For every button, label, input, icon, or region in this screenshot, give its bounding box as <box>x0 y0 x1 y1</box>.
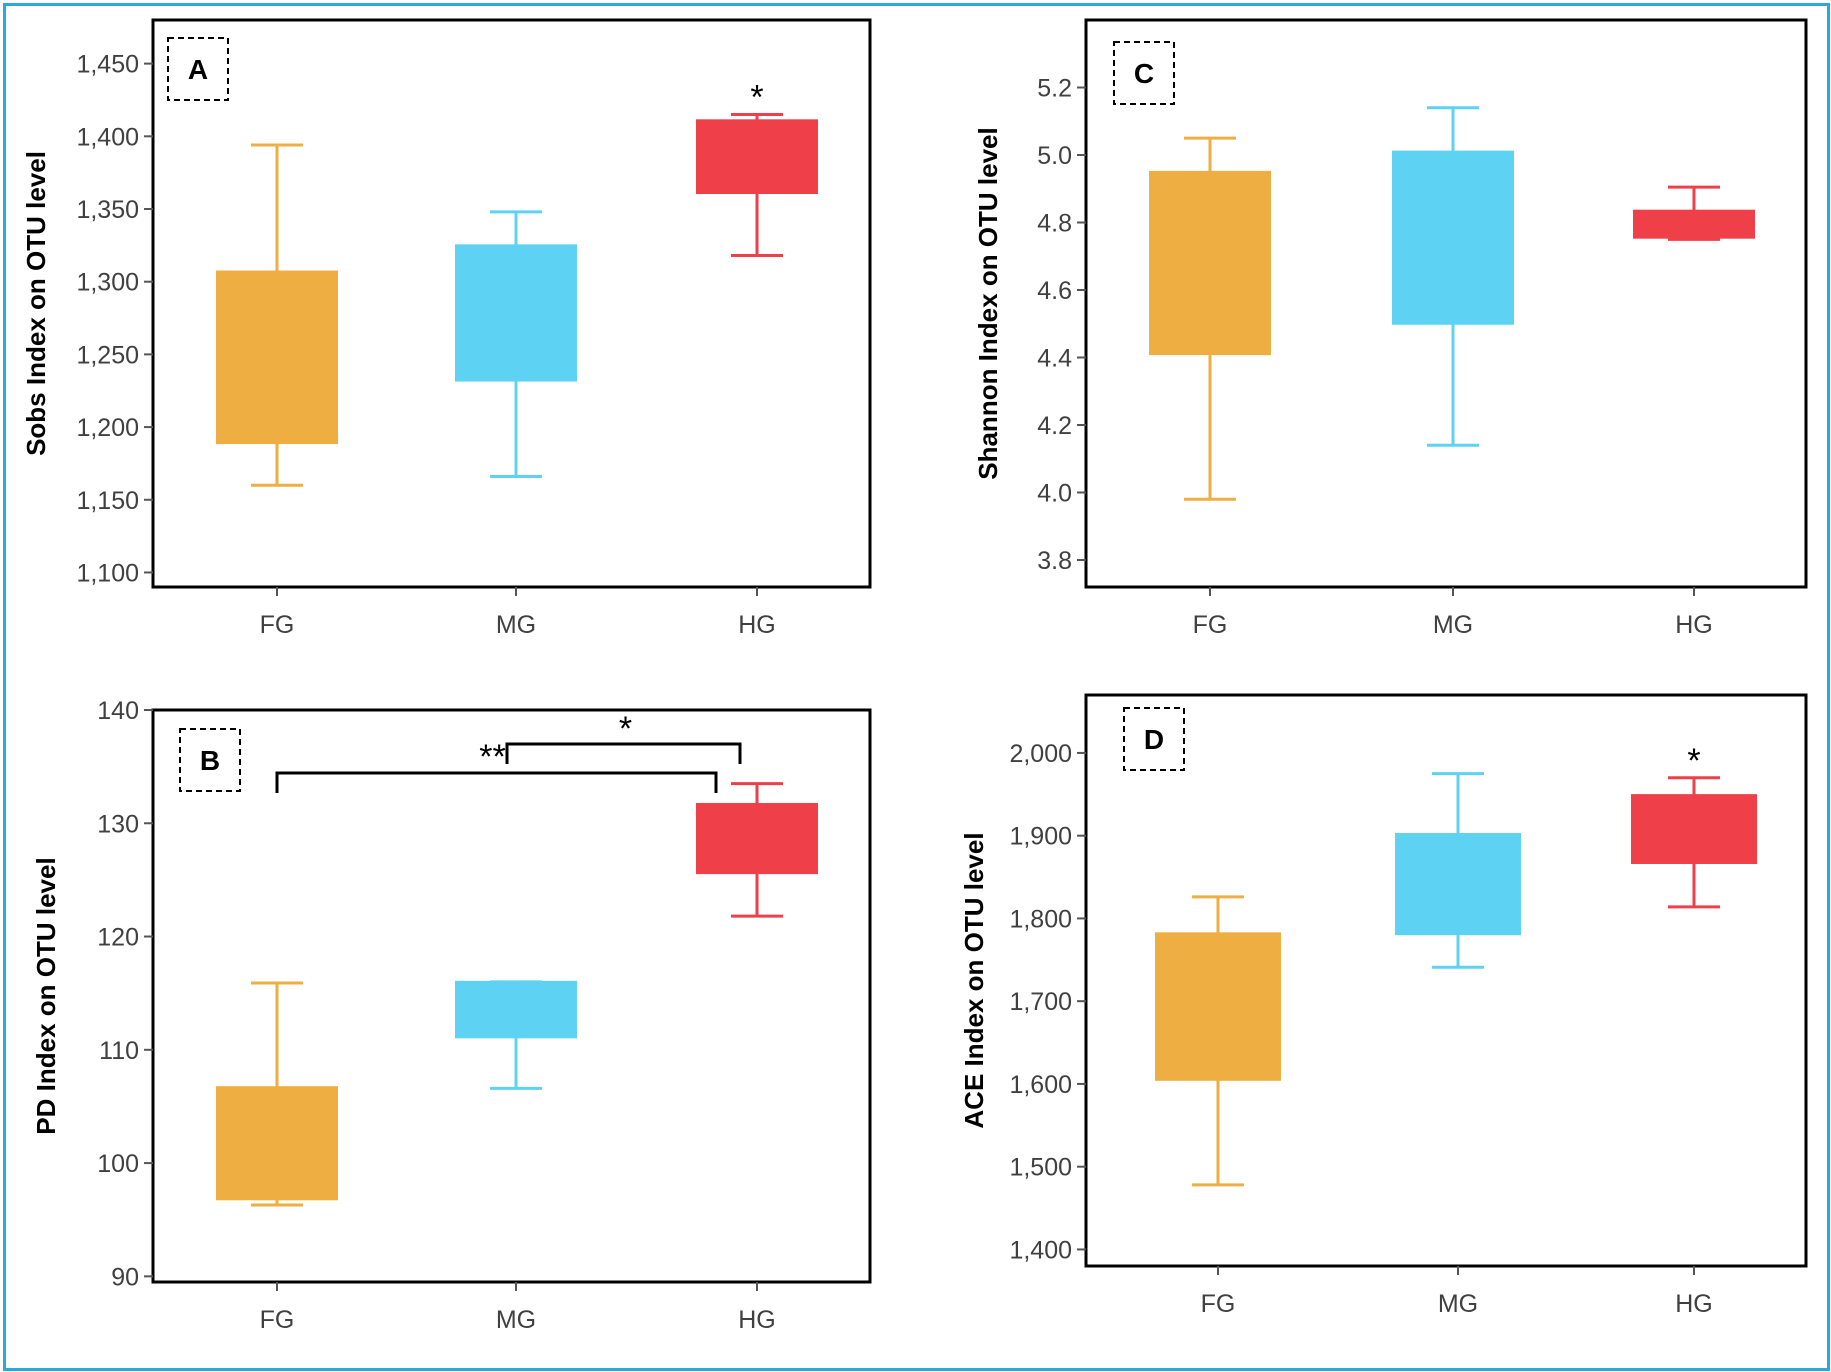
box-body <box>1633 209 1755 239</box>
y-tick-label: 90 <box>111 1263 139 1291</box>
bracket-fg-hg: ** <box>275 738 718 793</box>
box-fg <box>216 981 338 1207</box>
box-body <box>1395 833 1521 936</box>
y-tick-label: 1,400 <box>1009 1236 1072 1264</box>
y-tick-label: 1,500 <box>1009 1154 1072 1182</box>
y-tick-label: 3.8 <box>1037 547 1072 575</box>
box-hg <box>1631 776 1757 909</box>
box-body <box>216 1086 338 1201</box>
panel-label: D <box>1144 724 1164 755</box>
x-tick-label: MG <box>496 611 536 639</box>
x-tick-label: HG <box>1675 611 1713 639</box>
box-hg <box>696 113 818 258</box>
bracket-line <box>505 742 742 764</box>
y-tick-label: 110 <box>99 1037 139 1065</box>
y-tick-label: 4.2 <box>1037 412 1072 440</box>
x-tick-label: FG <box>1193 611 1228 639</box>
panel-b: 90 100 110 120 130 140 FG MG HG PD Index on OTU l… <box>31 697 872 1334</box>
x-tick-label: FG <box>260 1306 295 1334</box>
y-tick-label: 1,800 <box>1009 905 1072 933</box>
y-tick-label: 4.6 <box>1037 277 1072 305</box>
x-tick-label: HG <box>1675 1290 1713 1318</box>
y-tick-label: 120 <box>97 924 139 952</box>
box-hg <box>696 782 818 918</box>
significance-mark: * <box>1687 742 1700 780</box>
box-body <box>1392 150 1514 325</box>
plot-frame <box>151 708 872 1284</box>
box-body <box>1631 794 1757 864</box>
box-fg <box>216 143 338 487</box>
y-tick-label: 5.0 <box>1037 142 1072 170</box>
y-axis-label: PD Index on OTU level <box>31 857 61 1134</box>
y-tick-label: 1,150 <box>76 487 139 515</box>
bracket-label: ** <box>479 738 505 776</box>
y-axis-label: ACE Index on OTU level <box>959 832 989 1128</box>
x-tick-label: HG <box>738 1306 776 1334</box>
y-tick-label: 1,900 <box>1009 823 1072 851</box>
box-body <box>455 980 577 1039</box>
box-body <box>216 270 338 445</box>
panel-a: 1,100 1,150 1,200 1,250 1,300 1,350 1,400 1,450… <box>21 18 872 639</box>
box-body <box>696 803 818 875</box>
panel-label-box <box>1123 707 1185 771</box>
box-mg <box>455 980 577 1090</box>
y-tick-label: 5.2 <box>1037 75 1072 103</box>
x-tick-label: MG <box>1433 611 1473 639</box>
y-tick-label: 1,350 <box>76 196 139 224</box>
y-tick-label: 1,700 <box>1009 988 1072 1016</box>
panel-d: 1,400 1,500 1,600 1,700 1,800 1,900 2,000 FG MG H… <box>959 693 1808 1318</box>
x-tick-label: MG <box>1438 1290 1478 1318</box>
plot-frame <box>1084 18 1808 589</box>
plot-frame <box>151 18 872 589</box>
panel-label-box <box>167 37 229 101</box>
box-mg <box>1395 772 1521 969</box>
panel-label-box <box>1113 41 1175 105</box>
y-tick-label: 1,400 <box>76 123 139 151</box>
panel-label: A <box>188 54 208 85</box>
panel-label-box <box>179 728 241 792</box>
y-tick-label: 140 <box>97 697 139 725</box>
bracket-mg-hg: * <box>505 710 742 764</box>
bracket-line <box>275 771 718 793</box>
panel-label: B <box>200 745 220 776</box>
x-tick-label: FG <box>260 611 295 639</box>
y-tick-label: 1,250 <box>76 341 139 369</box>
y-axis-label: Shannon Index on OTU level <box>973 127 1003 480</box>
x-tick-label: FG <box>1201 1290 1236 1318</box>
x-tick-label: MG <box>496 1306 536 1334</box>
y-tick-label: 4.4 <box>1037 345 1072 373</box>
y-axis-label: Sobs Index on OTU level <box>21 151 51 456</box>
plot-frame <box>1084 693 1808 1268</box>
y-tick-label: 1,600 <box>1009 1071 1072 1099</box>
box-mg <box>1392 106 1514 447</box>
box-fg <box>1149 136 1271 501</box>
box-body <box>696 119 818 195</box>
box-body <box>1155 932 1281 1081</box>
box-body <box>1149 170 1271 356</box>
significance-mark: * <box>750 79 763 117</box>
y-tick-label: 130 <box>97 810 139 838</box>
box-body <box>455 244 577 382</box>
box-fg <box>1155 895 1281 1187</box>
panel-c: 3.8 4.0 4.2 4.4 4.6 4.8 5.0 5.2 FG MG HG Shannon In… <box>973 18 1808 639</box>
y-tick-label: 1,200 <box>76 414 139 442</box>
y-tick-label: 100 <box>97 1150 139 1178</box>
y-tick-label: 1,100 <box>76 559 139 587</box>
box-mg <box>455 210 577 479</box>
y-tick-label: 4.0 <box>1037 480 1072 508</box>
box-hg <box>1633 185 1755 241</box>
x-tick-label: HG <box>738 611 776 639</box>
y-tick-label: 1,300 <box>76 269 139 297</box>
bracket-label: * <box>619 710 632 748</box>
y-tick-label: 2,000 <box>1009 740 1072 768</box>
panel-label: C <box>1134 58 1154 89</box>
y-tick-label: 1,450 <box>76 51 139 79</box>
y-tick-label: 4.8 <box>1037 210 1072 238</box>
